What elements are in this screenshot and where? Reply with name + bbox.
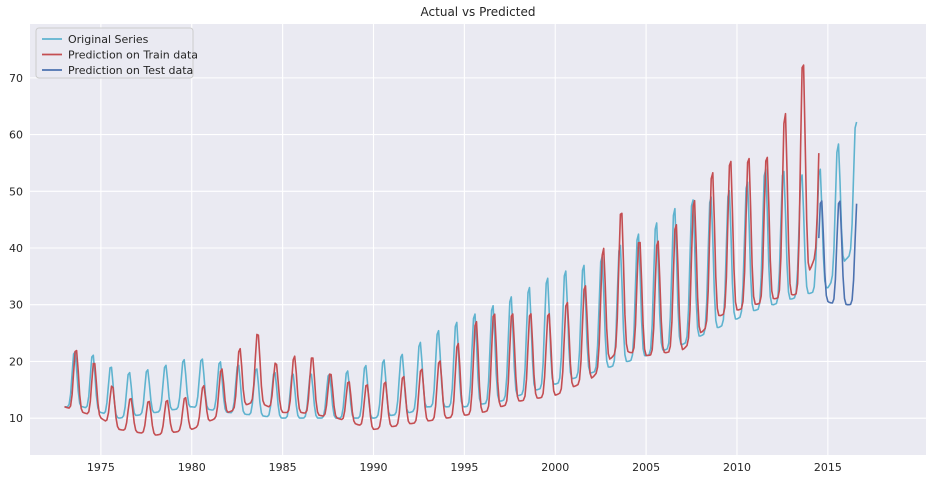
- legend-label: Prediction on Test data: [68, 64, 193, 77]
- legend-label: Original Series: [68, 33, 149, 46]
- series-line-1: [64, 64, 820, 436]
- y-tick-label: 30: [9, 299, 23, 312]
- x-tick-label: 1985: [269, 461, 297, 474]
- x-tick-label: 2015: [814, 461, 842, 474]
- y-tick-label: 60: [9, 129, 23, 142]
- y-tick-label: 70: [9, 72, 23, 85]
- grid: [30, 24, 926, 455]
- x-tick-label: 1980: [178, 461, 206, 474]
- series: [64, 64, 858, 436]
- y-axis-ticks: 10 20 30 40 50 60 70: [9, 72, 23, 425]
- chart-title: Actual vs Predicted: [421, 5, 536, 19]
- y-tick-label: 40: [9, 242, 23, 255]
- y-tick-label: 50: [9, 185, 23, 198]
- y-tick-label: 20: [9, 355, 23, 368]
- x-tick-label: 2000: [541, 461, 569, 474]
- y-tick-label: 10: [9, 412, 23, 425]
- x-tick-label: 1975: [87, 461, 115, 474]
- plot-background: [30, 24, 926, 455]
- x-axis-ticks: 1975 1980 1985 1990 1995 2000 2005 2010 2015: [87, 461, 842, 474]
- x-tick-label: 2005: [632, 461, 660, 474]
- x-tick-label: 1995: [450, 461, 478, 474]
- x-tick-label: 2010: [723, 461, 751, 474]
- legend-label: Prediction on Train data: [68, 49, 198, 62]
- legend: Original Series Prediction on Train data P…: [35, 27, 198, 79]
- legend-box: [35, 27, 194, 79]
- x-tick-label: 1990: [359, 461, 387, 474]
- series-line-2: [818, 200, 858, 306]
